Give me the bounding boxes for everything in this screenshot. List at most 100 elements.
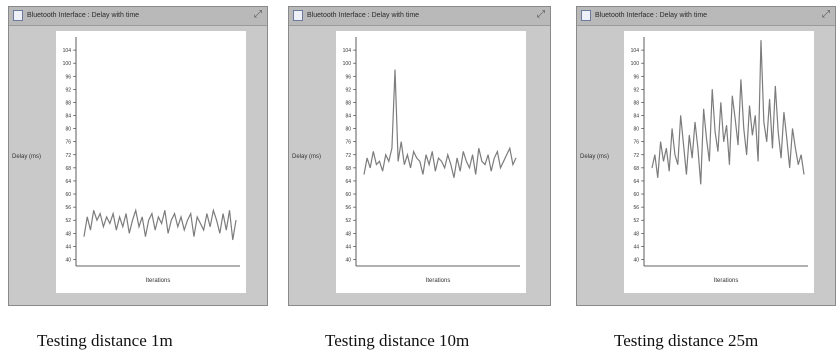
data-point bbox=[697, 147, 699, 149]
y-tick-label: 80 bbox=[345, 127, 351, 133]
y-axis-label: Delay (ms) bbox=[12, 154, 42, 160]
caption-1: Testing distance 1m bbox=[37, 331, 173, 350]
data-point bbox=[203, 229, 205, 231]
y-tick-label: 76 bbox=[633, 140, 639, 146]
data-point bbox=[161, 223, 162, 224]
y-tick-label: 52 bbox=[345, 218, 351, 224]
y-tick-label: 96 bbox=[65, 74, 71, 80]
data-point bbox=[431, 151, 433, 152]
data-point bbox=[90, 229, 91, 231]
x-axis-label: Iterations bbox=[714, 278, 739, 284]
data-point bbox=[441, 160, 442, 162]
data-point bbox=[487, 154, 489, 156]
data-point bbox=[760, 39, 762, 41]
data-point bbox=[410, 167, 411, 169]
y-tick-label: 88 bbox=[65, 100, 71, 106]
y-tick-label: 60 bbox=[633, 192, 639, 198]
data-point bbox=[235, 219, 237, 221]
data-point bbox=[222, 213, 224, 215]
x-axis-label: Iterations bbox=[426, 278, 451, 284]
window-titlebar[interactable]: Bluetooth Interface : Delay with time ⤢ bbox=[289, 7, 550, 26]
window-titlebar[interactable]: Bluetooth Interface : Delay with time ⤢ bbox=[9, 7, 267, 26]
data-point bbox=[376, 164, 377, 165]
y-tick-label: 68 bbox=[65, 166, 71, 172]
data-point bbox=[196, 216, 198, 218]
window-icon bbox=[581, 10, 591, 21]
data-point bbox=[800, 154, 802, 156]
data-point bbox=[737, 144, 739, 146]
data-point bbox=[515, 157, 517, 159]
data-point bbox=[503, 160, 504, 162]
data-point bbox=[711, 88, 713, 90]
data-point bbox=[213, 210, 214, 211]
data-point bbox=[466, 160, 467, 162]
y-tick-label: 48 bbox=[345, 231, 351, 237]
data-point bbox=[688, 134, 690, 136]
y-tick-label: 44 bbox=[345, 244, 351, 250]
data-point bbox=[391, 147, 393, 149]
data-point bbox=[752, 134, 753, 136]
window-titlebar[interactable]: Bluetooth Interface : Delay with time ⤢ bbox=[577, 7, 835, 26]
data-point bbox=[686, 174, 687, 175]
data-point bbox=[425, 154, 427, 156]
y-tick-label: 72 bbox=[633, 153, 639, 159]
y-tick-label: 64 bbox=[345, 179, 351, 185]
y-tick-label: 92 bbox=[345, 87, 351, 93]
data-point bbox=[190, 213, 192, 215]
maximize-icon[interactable]: ⤢ bbox=[254, 9, 262, 20]
data-point bbox=[769, 98, 770, 100]
plot-area: 40 44 48 52 56 60 64 68 72 76 80 84 88 92 96 100 104 Iter… bbox=[56, 31, 246, 293]
data-point bbox=[438, 157, 439, 159]
chart-window: Bluetooth Interface : Delay with time ⤢ … bbox=[8, 6, 268, 306]
data-point bbox=[772, 147, 773, 149]
y-tick-label: 72 bbox=[345, 153, 351, 159]
data-point bbox=[763, 121, 765, 123]
data-point bbox=[665, 147, 667, 149]
maximize-icon[interactable]: ⤢ bbox=[822, 9, 830, 20]
data-point bbox=[86, 216, 88, 218]
data-point bbox=[141, 216, 143, 218]
data-point bbox=[651, 167, 653, 169]
data-point bbox=[500, 167, 501, 169]
data-point bbox=[475, 174, 477, 175]
y-tick-label: 104 bbox=[631, 48, 640, 54]
y-tick-label: 88 bbox=[633, 100, 639, 106]
y-tick-label: 44 bbox=[633, 244, 639, 250]
data-point bbox=[379, 160, 380, 162]
data-point bbox=[209, 226, 211, 228]
data-point bbox=[372, 151, 374, 152]
data-point bbox=[786, 138, 788, 139]
y-tick-label: 80 bbox=[633, 127, 639, 133]
maximize-icon[interactable]: ⤢ bbox=[537, 9, 545, 20]
chart-window: Bluetooth Interface : Delay with time ⤢ … bbox=[288, 6, 551, 306]
data-point bbox=[663, 160, 664, 162]
data-point bbox=[407, 154, 408, 156]
data-point bbox=[677, 164, 679, 165]
data-point bbox=[119, 216, 120, 218]
data-point bbox=[706, 138, 707, 139]
data-point bbox=[700, 183, 702, 185]
plot-area: 40 44 48 52 56 60 64 68 72 76 80 84 88 92 96 100 104 Iter… bbox=[624, 31, 814, 293]
chart-panel-3: Bluetooth Interface : Delay with time ⤢ … bbox=[576, 6, 836, 306]
y-tick-label: 100 bbox=[63, 61, 72, 67]
data-point bbox=[731, 95, 733, 97]
data-point bbox=[170, 219, 172, 221]
y-tick-label: 56 bbox=[633, 205, 639, 211]
y-tick-label: 48 bbox=[65, 231, 71, 237]
data-point bbox=[680, 115, 682, 116]
data-point bbox=[115, 229, 117, 231]
data-point bbox=[122, 226, 124, 228]
data-point bbox=[453, 177, 455, 179]
data-point bbox=[177, 226, 179, 228]
data-point bbox=[720, 102, 722, 103]
data-point bbox=[428, 164, 430, 165]
y-tick-label: 40 bbox=[345, 257, 351, 263]
data-point bbox=[164, 210, 166, 211]
y-tick-label: 100 bbox=[343, 61, 352, 67]
data-point bbox=[216, 219, 217, 221]
data-point bbox=[232, 239, 234, 241]
data-point bbox=[757, 160, 759, 162]
data-point bbox=[774, 85, 776, 87]
data-point bbox=[388, 160, 390, 162]
data-point bbox=[450, 164, 452, 165]
